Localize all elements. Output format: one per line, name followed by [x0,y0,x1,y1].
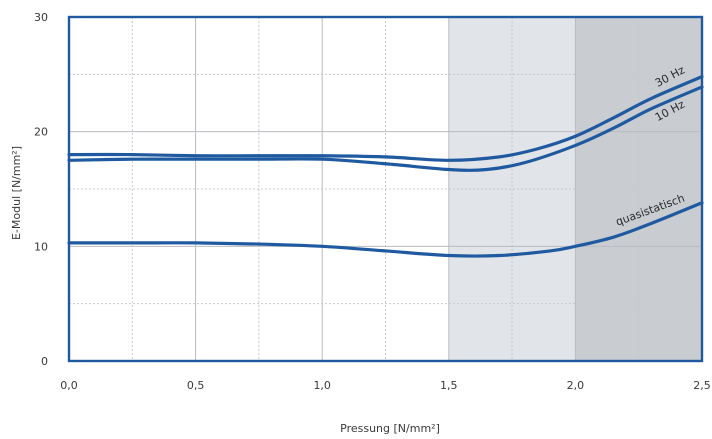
x-tick-label: 2,5 [693,379,711,392]
plot-frame [67,15,704,363]
x-tick-label: 0,0 [60,379,78,392]
x-tick-label: 1,0 [313,379,331,392]
x-tick-labels: 0,0 0,5 1,0 1,5 2,0 2,5 [60,379,711,392]
x-tick-label: 1,5 [440,379,458,392]
y-tick-label: 0 [41,355,48,368]
series-line-3 [67,201,704,258]
series-lines [67,75,704,258]
x-axis-title: Pressung [N/mm²] [340,422,440,435]
y-tick-labels: 0 10 20 30 [34,11,48,368]
y-tick-label: 10 [34,240,48,253]
x-tick-label: 0,5 [187,379,205,392]
x-tick-label: 2,0 [567,379,585,392]
y-tick-label: 20 [34,126,48,139]
series-line-1 [67,75,704,162]
y-axis-title: E-Modul [N/mm²] [10,146,23,240]
y-tick-label: 30 [34,11,48,24]
grid-lines [69,17,702,361]
series-line-2 [67,85,704,172]
